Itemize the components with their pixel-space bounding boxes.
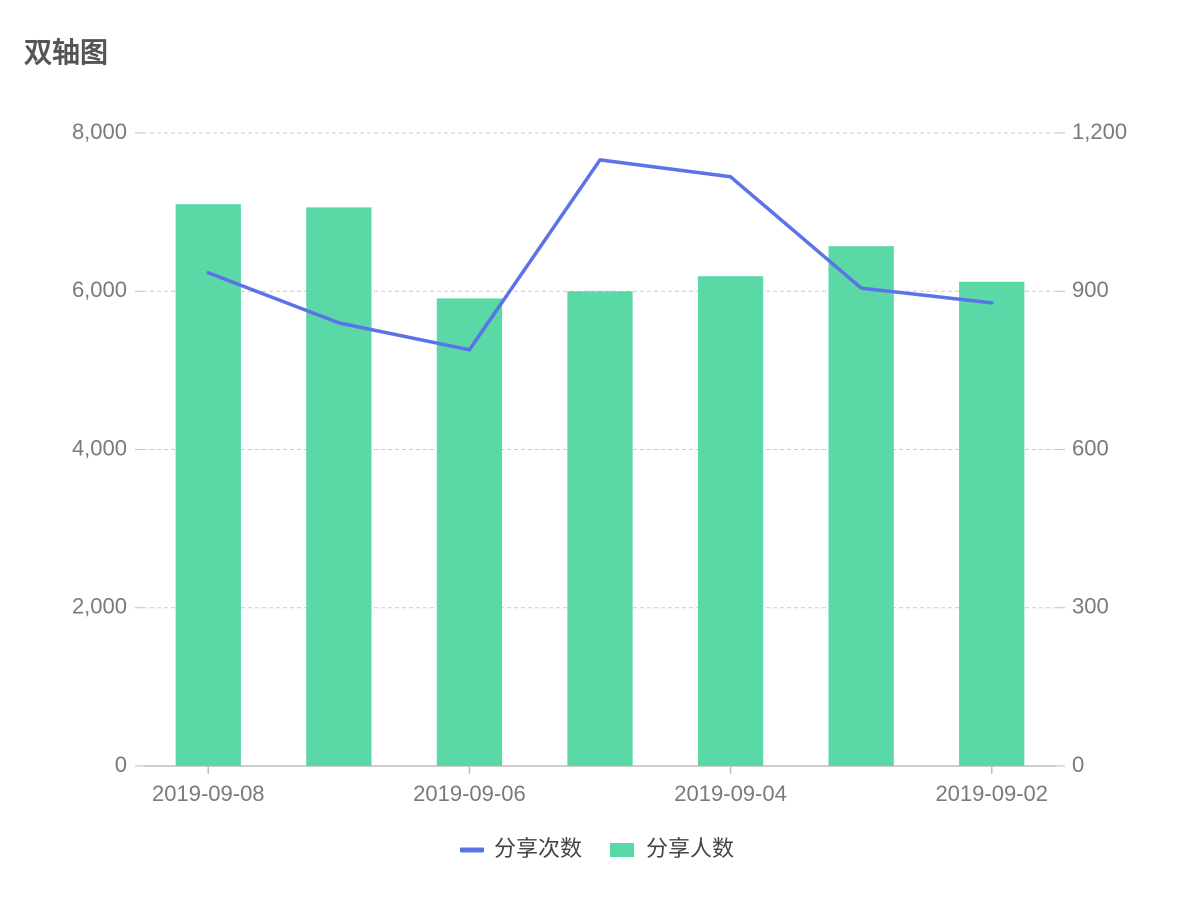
- bar-3: [567, 291, 633, 766]
- legend: 分享次数 分享人数: [460, 836, 734, 861]
- line-point-5: [859, 286, 863, 290]
- bar-0: [175, 204, 241, 766]
- bar-4: [697, 276, 764, 766]
- y-right-tick-label-4: 1,200: [1072, 119, 1127, 144]
- x-tick-label-0: 2019-09-08: [152, 781, 265, 806]
- line-point-3: [598, 158, 602, 162]
- legend-item-1: 分享人数: [610, 836, 734, 861]
- line-point-6: [990, 301, 994, 305]
- x-tick-label-4: 2019-09-04: [674, 781, 787, 806]
- line-series: [206, 158, 994, 352]
- x-tick-label-2: 2019-09-06: [413, 781, 526, 806]
- y-right-tick-label-2: 600: [1072, 435, 1109, 460]
- y-left-tick-label-3: 6,000: [72, 277, 127, 302]
- legend-line-swatch: [460, 847, 484, 853]
- chart-title: 双轴图: [24, 37, 108, 68]
- x-tick-label-6: 2019-09-02: [935, 781, 1048, 806]
- y-left-tick-label-4: 8,000: [72, 119, 127, 144]
- y-right-tick-label-1: 300: [1072, 594, 1109, 619]
- y-right-tick-label-3: 900: [1072, 277, 1109, 302]
- y-left-tick-label-2: 4,000: [72, 435, 127, 460]
- bar-6: [959, 281, 1025, 766]
- line-point-1: [337, 321, 341, 325]
- y-left-tick-label-0: 0: [115, 752, 127, 777]
- line-point-0: [206, 271, 210, 275]
- line-point-2: [467, 348, 471, 352]
- bar-series: [175, 204, 1025, 766]
- y-left-tick-label-1: 2,000: [72, 594, 127, 619]
- bar-1: [306, 207, 372, 766]
- legend-label: 分享人数: [646, 836, 734, 861]
- bar-2: [436, 298, 503, 766]
- legend-item-0: 分享次数: [460, 836, 582, 861]
- axes: 0 2,000 4,000 6,000 8,000 0 300 600 900 1,200 2019…: [72, 119, 1127, 806]
- legend-bar-swatch: [610, 843, 634, 857]
- line-point-4: [729, 175, 733, 179]
- legend-label: 分享次数: [494, 836, 582, 861]
- y-right-tick-label-0: 0: [1072, 752, 1084, 777]
- bar-5: [828, 246, 894, 766]
